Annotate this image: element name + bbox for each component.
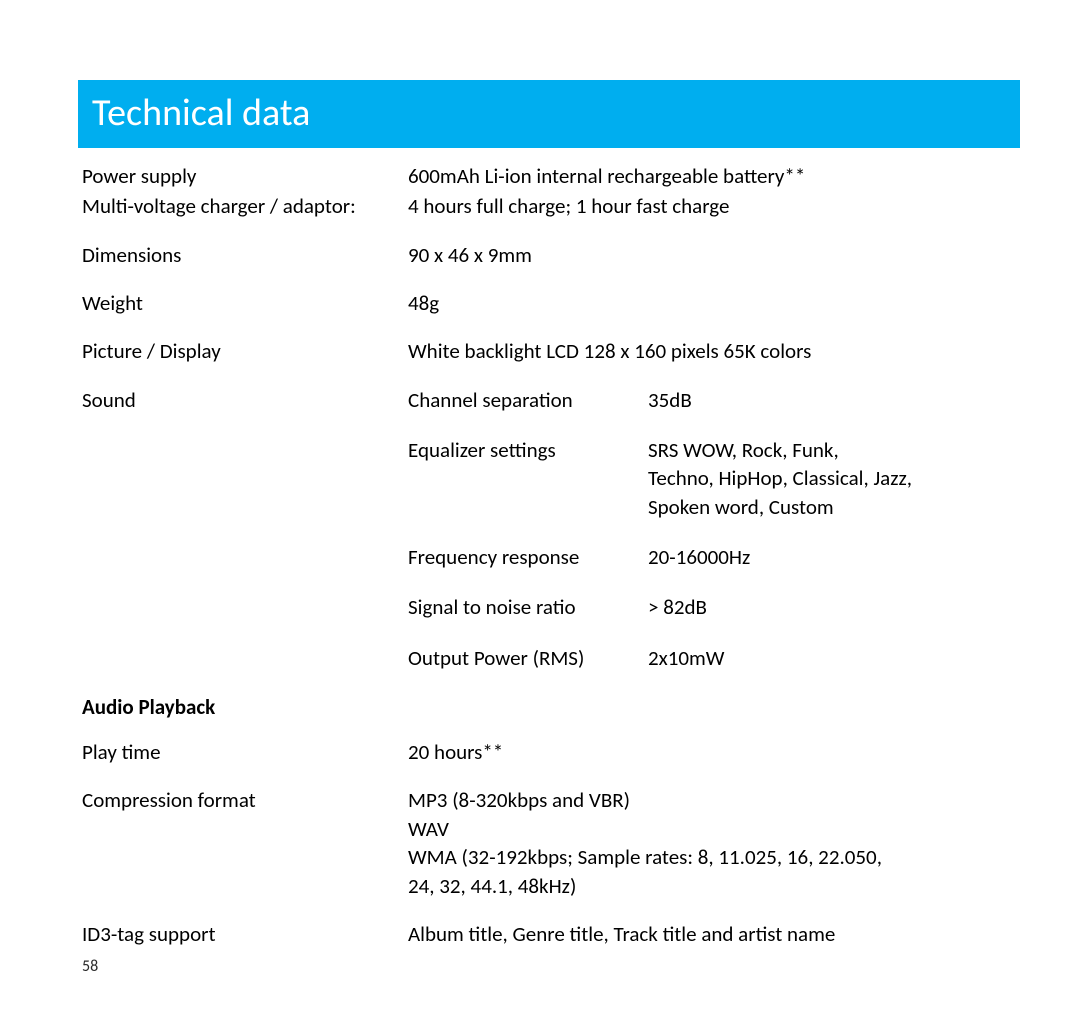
spec-row-sound-snr: Signal to noise ratio > 82dB xyxy=(78,593,1020,621)
spec-row-sound-output-power: Output Power (RMS) 2x10mW xyxy=(78,644,1020,672)
spec-value: 90 x 46 x 9mm xyxy=(408,241,1020,269)
spec-row-display: Picture / Display White backlight LCD 12… xyxy=(78,337,1020,365)
spec-value: 20 hours** xyxy=(408,738,1020,766)
spec-row-compression: Compression format MP3 (8-320kbps and VB… xyxy=(78,786,1020,899)
page-container: Technical data Power supply 600mAh Li-io… xyxy=(0,0,1080,948)
spec-row-id3: ID3-tag support Album title, Genre title… xyxy=(78,920,1020,948)
spec-value-line: WAV xyxy=(408,815,1020,843)
spec-value: MP3 (8-320kbps and VBR) WAV WMA (32-192k… xyxy=(408,786,1020,899)
spec-row-charger: Multi-voltage charger / adaptor: 4 hours… xyxy=(78,192,1020,220)
spec-value: 48g xyxy=(408,289,1020,317)
spec-label: ID3-tag support xyxy=(78,920,408,948)
spec-label: Play time xyxy=(78,738,408,766)
spec-row-sound-freq: Frequency response 20-16000Hz xyxy=(78,543,1020,571)
spec-label: Power supply xyxy=(78,162,408,190)
spec-label: Compression format xyxy=(78,786,408,899)
spec-row-sound-eq: Equalizer settings SRS WOW, Rock, Funk, … xyxy=(78,436,1020,521)
spec-sublabel: Frequency response xyxy=(408,543,648,571)
spec-row-dimensions: Dimensions 90 x 46 x 9mm xyxy=(78,241,1020,269)
spec-value: White backlight LCD 128 x 160 pixels 65K… xyxy=(408,337,1020,365)
spec-row-playtime: Play time 20 hours** xyxy=(78,738,1020,766)
spec-value-line: Techno, HipHop, Classical, Jazz, xyxy=(648,464,1020,492)
spec-value: 4 hours full charge; 1 hour fast charge xyxy=(408,192,1020,220)
spec-value: 35dB xyxy=(648,386,1020,414)
spec-label: Multi-voltage charger / adaptor: xyxy=(78,192,408,220)
spec-row-power-supply: Power supply 600mAh Li-ion internal rech… xyxy=(78,162,1020,190)
spec-sublabel: Equalizer settings xyxy=(408,436,648,521)
spec-value-line: MP3 (8-320kbps and VBR) xyxy=(408,786,1020,814)
spec-sublabel: Channel separation xyxy=(408,386,648,414)
spec-value: > 82dB xyxy=(648,593,1020,621)
spec-value-line: 24, 32, 44.1, 48kHz) xyxy=(408,872,1020,900)
spec-value: 2x10mW xyxy=(648,644,1020,672)
spec-value: 600mAh Li-ion internal rechargeable batt… xyxy=(408,162,1020,190)
page-number: 58 xyxy=(82,957,98,976)
section-title: Technical data xyxy=(78,80,1020,148)
spec-value: SRS WOW, Rock, Funk, Techno, HipHop, Cla… xyxy=(648,436,1020,521)
spec-row-sound-channel-sep: Sound Channel separation 35dB xyxy=(78,386,1020,414)
spec-label: Picture / Display xyxy=(78,337,408,365)
spec-label: Weight xyxy=(78,289,408,317)
spec-sublabel: Signal to noise ratio xyxy=(408,593,648,621)
spec-label: Dimensions xyxy=(78,241,408,269)
audio-playback-heading: Audio Playback xyxy=(78,694,1020,720)
spec-value-line: Spoken word, Custom xyxy=(648,493,1020,521)
spec-label: Sound xyxy=(78,386,408,414)
spec-value: Album title, Genre title, Track title an… xyxy=(408,920,1020,948)
spec-value: 20-16000Hz xyxy=(648,543,1020,571)
spec-value-line: WMA (32-192kbps; Sample rates: 8, 11.025… xyxy=(408,843,1020,871)
spec-value-line: SRS WOW, Rock, Funk, xyxy=(648,436,1020,464)
spec-row-weight: Weight 48g xyxy=(78,289,1020,317)
spec-sublabel: Output Power (RMS) xyxy=(408,644,648,672)
